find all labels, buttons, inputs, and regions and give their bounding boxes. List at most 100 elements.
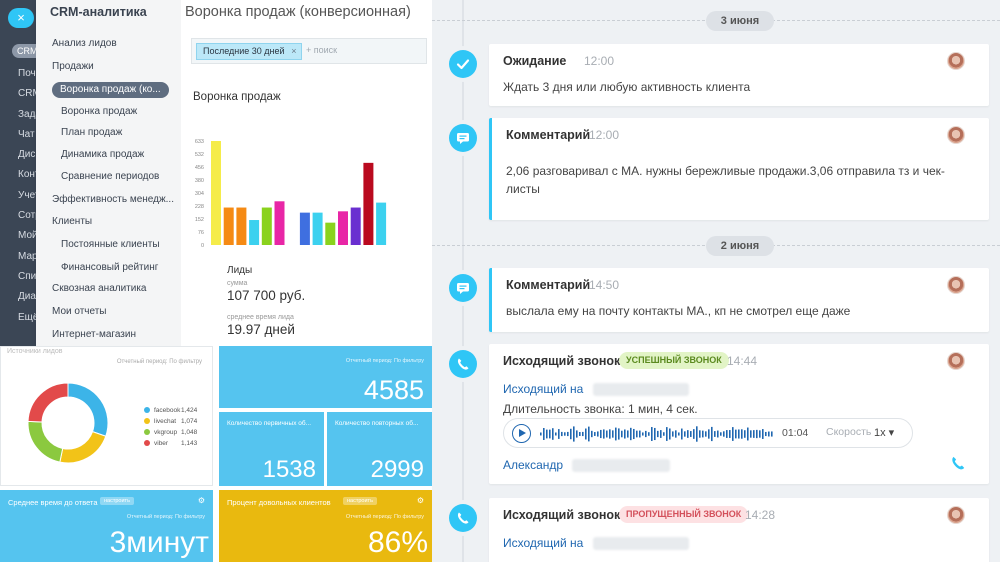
main-nav-item[interactable]: Чат xyxy=(18,128,35,140)
funnel-bar[interactable] xyxy=(325,222,336,245)
main-nav-item[interactable]: CRM xyxy=(18,88,41,100)
check-icon xyxy=(449,50,477,78)
funnel-bar[interactable] xyxy=(363,162,374,245)
speed-select[interactable]: 1x ▾ xyxy=(874,427,895,439)
crm-menu-item[interactable]: Сквозная аналитика xyxy=(52,283,147,294)
avatar[interactable] xyxy=(947,52,965,70)
main-nav-item[interactable]: Спи xyxy=(18,270,37,282)
waveform[interactable] xyxy=(540,424,776,444)
comment-icon xyxy=(449,274,477,302)
waveform-bar xyxy=(651,427,653,441)
call-target-link[interactable]: Исходящий на xyxy=(503,536,584,550)
funnel-bar[interactable] xyxy=(312,212,323,245)
call-back-icon[interactable] xyxy=(949,454,967,472)
waveform-bar xyxy=(729,430,731,438)
timeline-card-comment[interactable]: Комментарий 14:50 выслала ему на почту к… xyxy=(489,268,989,332)
crm-menu-item[interactable]: Продажи xyxy=(52,61,94,72)
waveform-bar xyxy=(564,432,566,436)
y-tick-label: 456 xyxy=(195,165,204,171)
tile-total-leads[interactable]: Отчетный период: По фильтру 4585 xyxy=(219,346,432,408)
waveform-bar xyxy=(735,429,737,439)
crm-menu-item[interactable]: Эффективность менедж... xyxy=(52,194,174,205)
funnel-bar[interactable] xyxy=(338,211,348,245)
crm-menu-item[interactable]: Мои отчеты xyxy=(52,306,107,317)
chip-close-icon[interactable]: × xyxy=(291,46,297,56)
main-nav-item[interactable]: Сотр xyxy=(18,210,41,222)
close-menu-button[interactable]: × xyxy=(8,8,34,28)
timeline-card-call[interactable]: Исходящий звонок УСПЕШНЫЙ ЗВОНОК 14:44 И… xyxy=(489,344,989,484)
crm-menu-item[interactable]: Воронка продаж xyxy=(61,106,138,117)
funnel-bar[interactable] xyxy=(261,207,272,245)
waveform-bar xyxy=(759,430,761,438)
search-input[interactable]: + поиск xyxy=(306,45,338,55)
tile-satisfied-clients[interactable]: Процент довольных клиентов настроить ⚙ О… xyxy=(219,490,432,562)
card-title: Ожидание xyxy=(503,54,567,68)
main-nav-item[interactable]: Диа xyxy=(18,291,36,303)
funnel-bar[interactable] xyxy=(350,207,361,245)
crm-menu-item[interactable]: План продаж xyxy=(61,127,123,138)
avatar[interactable] xyxy=(947,352,965,370)
y-tick-label: 76 xyxy=(198,230,204,236)
avatar[interactable] xyxy=(947,126,965,144)
waveform-bar xyxy=(693,429,695,439)
main-nav-item[interactable]: Дис xyxy=(18,149,36,161)
main-nav-item[interactable]: Мой xyxy=(18,230,38,242)
timeline-card-call[interactable]: Исходящий звонок ПРОПУЩЕННЫЙ ЗВОНОК 14:2… xyxy=(489,498,989,562)
card-time: 14:28 xyxy=(745,508,776,522)
crm-menu-item[interactable]: Динамика продаж xyxy=(61,149,145,160)
main-nav-item[interactable]: Ещё xyxy=(18,311,39,323)
card-text: выслала ему на почту контакты МА., кп не… xyxy=(506,304,851,318)
main-nav-item[interactable]: Поч xyxy=(18,68,36,79)
tile-value: 3минут xyxy=(109,526,209,559)
filter-chip[interactable]: Последние 30 дней × xyxy=(196,43,302,60)
main-nav-item[interactable]: Конт xyxy=(18,169,40,181)
call-target-link[interactable]: Исходящий на xyxy=(503,382,584,396)
waveform-bar xyxy=(753,430,755,438)
crm-menu-title: CRM-аналитика xyxy=(50,5,147,19)
waveform-bar xyxy=(645,430,647,438)
main-nav-item[interactable]: Мар xyxy=(18,250,38,262)
play-icon[interactable] xyxy=(512,424,531,443)
timeline-card-waiting[interactable]: Ожидание 12:00 Ждать 3 дня или любую акт… xyxy=(489,44,989,106)
main-nav-item[interactable]: Учет xyxy=(18,189,40,201)
page-title: Воронка продаж (конверсионная) xyxy=(185,4,411,20)
crm-menu-item[interactable]: Интернет-магазин xyxy=(52,329,136,340)
funnel-bar[interactable] xyxy=(236,207,247,245)
gear-icon[interactable]: ⚙ xyxy=(197,496,205,505)
crm-menu-item[interactable]: Финансовый рейтинг xyxy=(61,262,159,273)
tile-avg-response-time[interactable]: Среднее время до ответа настроить ⚙ Отче… xyxy=(0,490,213,562)
filter-bar[interactable]: Последние 30 дней × + поиск xyxy=(191,38,427,64)
gear-icon[interactable]: ⚙ xyxy=(416,496,424,505)
crm-menu-item[interactable]: Сравнение периодов xyxy=(61,171,160,182)
waveform-bar xyxy=(660,430,662,438)
activity-timeline: 3 июня Ожидание 12:00 Ждать 3 дня или лю… xyxy=(432,0,1000,562)
crm-menu-item[interactable]: Клиенты xyxy=(52,216,93,227)
tile-primary-requests[interactable]: Количество первичных об... 1538 xyxy=(219,412,324,486)
waveform-bar xyxy=(570,428,572,440)
funnel-bar[interactable] xyxy=(299,212,310,245)
person-link[interactable]: Александр xyxy=(503,458,564,472)
call-status-badge: ПРОПУЩЕННЫЙ ЗВОНОК xyxy=(619,506,749,523)
avatar[interactable] xyxy=(947,506,965,524)
funnel-bar[interactable] xyxy=(376,202,387,245)
hidden-phone xyxy=(592,537,689,551)
main-nav-item[interactable]: Зада xyxy=(18,108,41,120)
avatar[interactable] xyxy=(947,276,965,294)
funnel-bar[interactable] xyxy=(211,141,221,245)
tile-settings-button[interactable]: настроить xyxy=(343,497,377,505)
tile-settings-button[interactable]: настроить xyxy=(100,497,134,505)
funnel-bar[interactable] xyxy=(223,207,234,245)
funnel-bar[interactable] xyxy=(274,201,285,245)
waveform-bar xyxy=(666,427,668,441)
donut-slice[interactable] xyxy=(67,382,109,437)
donut-slice[interactable] xyxy=(27,382,69,423)
waveform-bar xyxy=(756,429,758,439)
tile-repeat-requests[interactable]: Количество повторных об... 2999 xyxy=(327,412,432,486)
crm-menu-item-active[interactable]: Воронка продаж (ко... xyxy=(52,82,169,98)
crm-menu-item[interactable]: Анализ лидов xyxy=(52,38,117,49)
donut-slice[interactable] xyxy=(59,430,107,464)
crm-menu-item[interactable]: Постоянные клиенты xyxy=(61,239,160,250)
funnel-bar[interactable] xyxy=(249,220,260,245)
timeline-card-comment[interactable]: Комментарий 12:00 2,06 разговаривал с МА… xyxy=(489,118,989,220)
donut-slice[interactable] xyxy=(27,420,64,463)
